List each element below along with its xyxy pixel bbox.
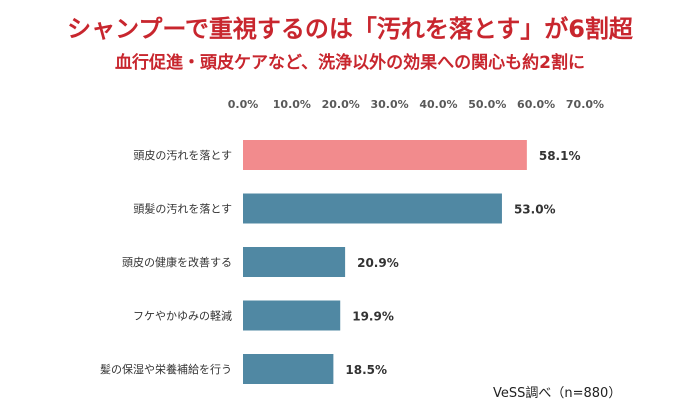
category-label: 頭髪の汚れを落とす <box>133 202 232 216</box>
category-label: フケやかゆみの軽減 <box>133 309 232 323</box>
data-label: 18.5% <box>345 363 387 377</box>
bar <box>243 300 341 331</box>
x-tick-label: 0.0% <box>228 98 259 111</box>
data-label: 20.9% <box>357 256 399 270</box>
x-tick-label: 60.0% <box>517 98 555 111</box>
chart-title: シャンプーで重視するのは「汚れを落とす」が6割超 <box>67 15 633 43</box>
category-label: 髪の保湿や栄養補給を行う <box>100 362 232 376</box>
x-tick-label: 50.0% <box>468 98 506 111</box>
x-tick-label: 20.0% <box>322 98 360 111</box>
bar <box>243 193 502 224</box>
data-label: 58.1% <box>539 149 581 163</box>
category-label: 頭皮の汚れを落とす <box>133 149 232 162</box>
bar <box>243 140 527 170</box>
bar <box>243 247 346 277</box>
source-note: VeSS調べ（n=880） <box>493 386 622 401</box>
x-tick-label: 40.0% <box>419 98 457 111</box>
x-tick-label: 10.0% <box>273 98 311 111</box>
x-tick-label: 70.0% <box>566 98 604 111</box>
bar <box>243 354 334 384</box>
data-label: 53.0% <box>514 203 556 217</box>
category-label: 頭皮の健康を改善する <box>122 255 232 269</box>
chart-subtitle: 血行促進・頭皮ケアなど、洗浄以外の効果への関心も約2割に <box>115 53 585 73</box>
x-tick-label: 30.0% <box>370 98 408 111</box>
data-label: 19.9% <box>352 310 394 324</box>
